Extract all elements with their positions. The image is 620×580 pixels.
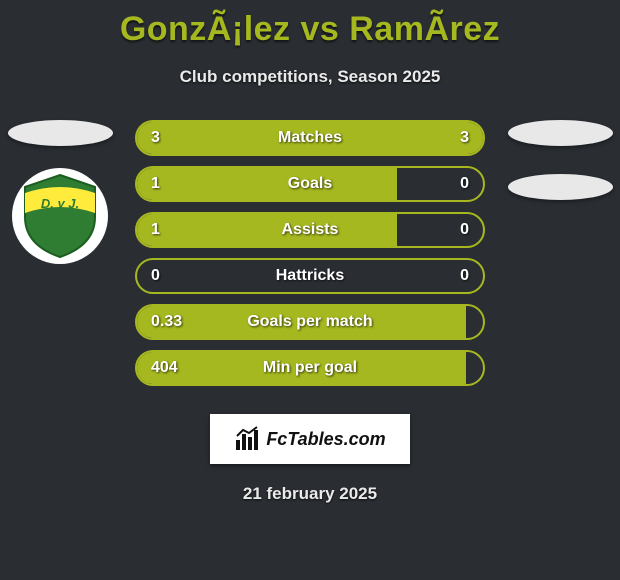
stat-row: 1Goals0	[135, 166, 485, 202]
page-subtitle: Club competitions, Season 2025	[0, 67, 620, 87]
stat-label: Matches	[137, 129, 483, 147]
shield-text: D. y J.	[41, 196, 79, 211]
stat-row: 0Hattricks0	[135, 258, 485, 294]
stat-label: Assists	[137, 221, 483, 239]
footer-date: 21 february 2025	[0, 484, 620, 504]
brand-text: FcTables.com	[266, 429, 385, 450]
stat-label: Min per goal	[137, 359, 483, 377]
stat-label: Goals	[137, 175, 483, 193]
stat-row: 0.33Goals per match	[135, 304, 485, 340]
left-club-logo: D. y J.	[12, 168, 108, 264]
chart-icon	[234, 426, 260, 452]
stat-label: Hattricks	[137, 267, 483, 285]
player-photo-shadow	[508, 120, 613, 146]
shield-icon: D. y J.	[21, 173, 99, 259]
stats-panel: 3Matches3 1Goals0 1Assists0 0Hattricks0 0.33…	[135, 120, 485, 396]
page-title: GonzÃ¡lez vs RamÃ­rez	[0, 0, 620, 49]
club-logo-shadow	[508, 174, 613, 200]
right-player-column	[505, 120, 615, 200]
player-photo-shadow	[8, 120, 113, 146]
stat-row: 1Assists0	[135, 212, 485, 248]
comparison-infographic: GonzÃ¡lez vs RamÃ­rez Club competitions,…	[0, 0, 620, 580]
footer-area: FcTables.com 21 february 2025	[0, 396, 620, 504]
stat-row: 404Min per goal	[135, 350, 485, 386]
club-shield: D. y J.	[12, 168, 108, 264]
brand-badge: FcTables.com	[210, 414, 410, 464]
stat-label: Goals per match	[137, 313, 483, 331]
stat-row: 3Matches3	[135, 120, 485, 156]
left-player-column: D. y J.	[5, 120, 115, 264]
